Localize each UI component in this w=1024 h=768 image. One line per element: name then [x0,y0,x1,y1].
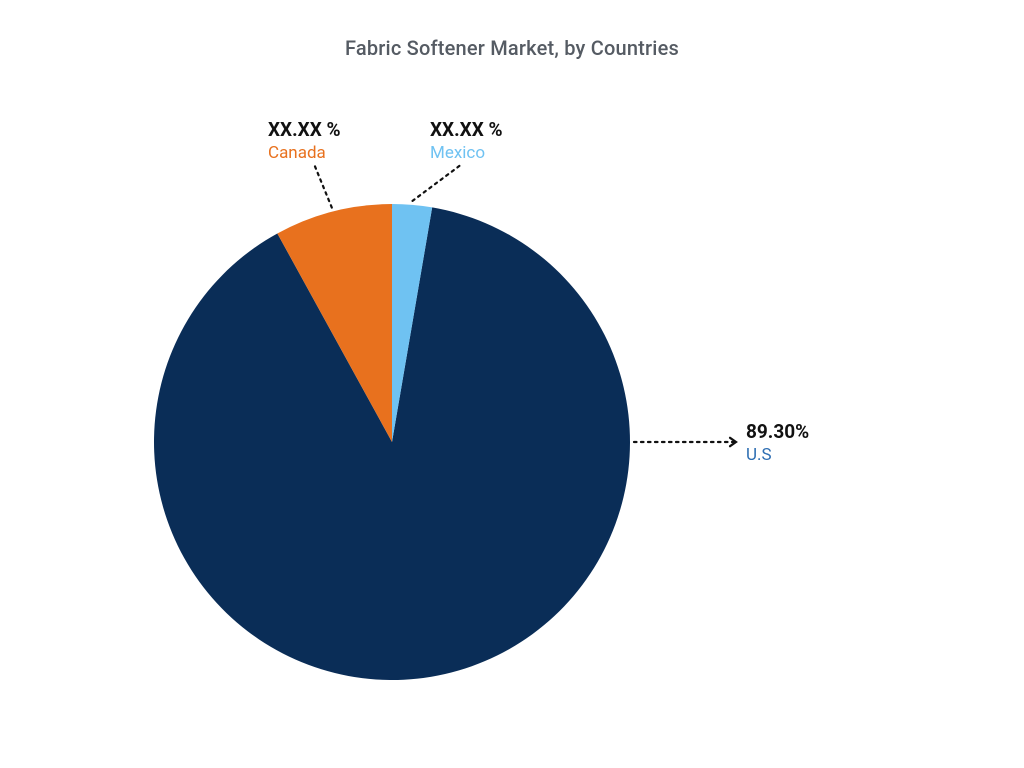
slice-pct-mexico: XX.XX % [430,118,503,141]
slice-name-us: U.S [746,445,809,465]
slice-name-canada: Canada [268,143,341,163]
slice-name-mexico: Mexico [430,143,503,163]
leader-line [314,164,332,208]
slice-pct-us: 89.30% [746,420,809,443]
slice-label-mexico: XX.XX % Mexico [430,118,503,163]
leader-line [413,164,462,201]
slice-label-canada: XX.XX % Canada [268,118,341,163]
pie-chart [0,0,1024,768]
slice-pct-canada: XX.XX % [268,118,341,141]
slice-label-us: 89.30% U.S [746,420,809,465]
